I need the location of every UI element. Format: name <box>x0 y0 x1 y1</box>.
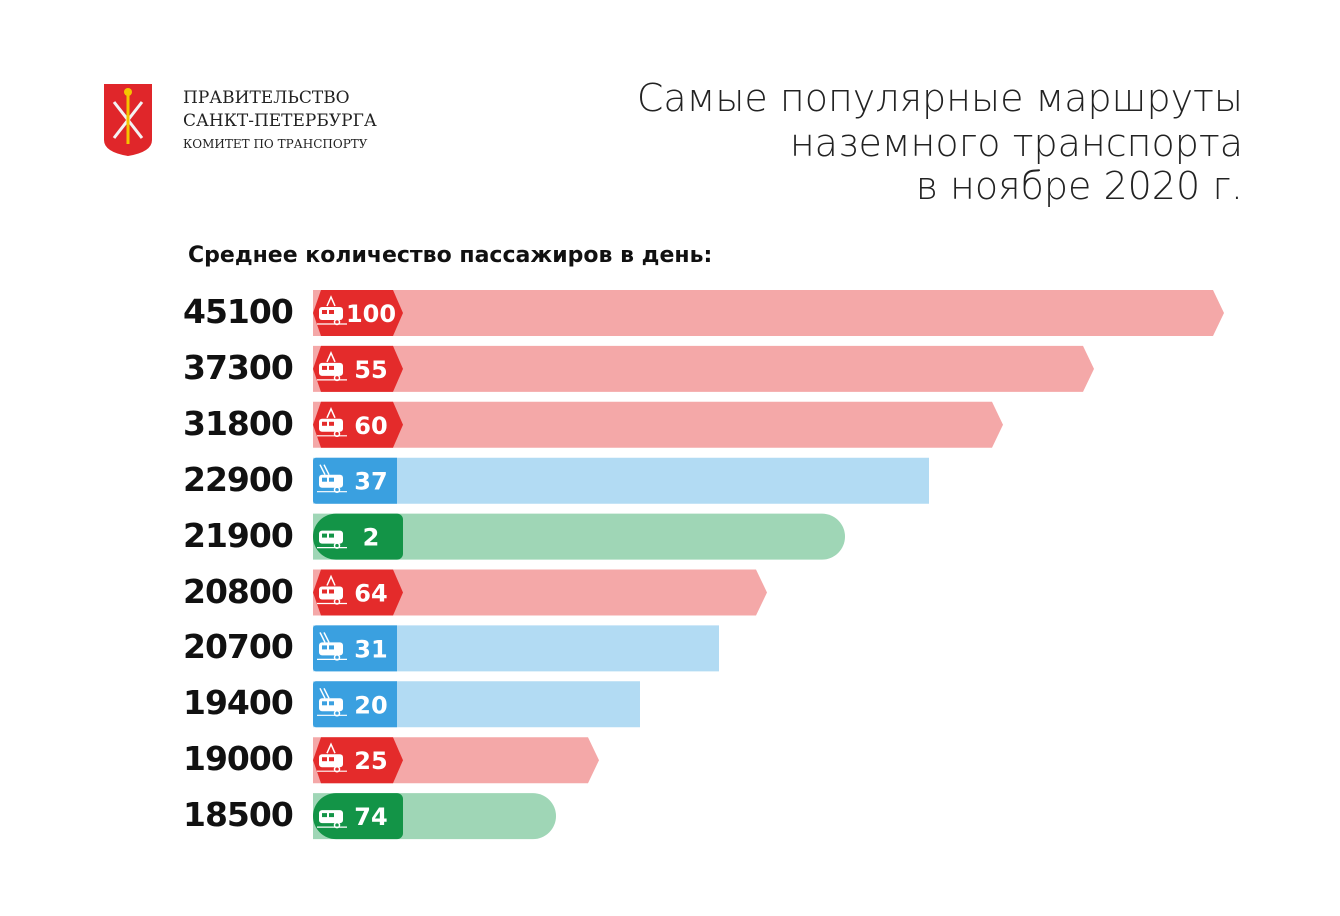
trolleybus-icon <box>317 464 347 493</box>
bar <box>313 457 929 504</box>
chart-subtitle: Среднее количество пассажиров в день: <box>188 243 713 268</box>
bar <box>313 401 1003 448</box>
org-committee: КОМИТЕТ ПО ТРАНСПОРТУ <box>183 137 368 151</box>
route-number: 64 <box>354 580 387 608</box>
route-number: 55 <box>354 356 387 384</box>
passenger-count: 21900 <box>183 515 294 555</box>
passenger-count: 37300 <box>183 347 294 387</box>
passenger-count: 31800 <box>183 403 294 443</box>
chart-title-line3: в ноябре 2020 г. <box>915 164 1243 208</box>
route-number: 60 <box>354 412 387 440</box>
tram-icon <box>317 574 347 605</box>
tram-icon <box>317 351 347 382</box>
tram-icon <box>317 295 347 326</box>
route-number: 2 <box>363 524 380 552</box>
route-number: 37 <box>354 468 387 496</box>
chart-title-line2: наземного транспорта <box>789 121 1243 165</box>
bar-row-55: 55 <box>313 345 1094 392</box>
passenger-count: 19000 <box>183 739 294 779</box>
bar <box>313 290 1224 336</box>
passenger-count: 19400 <box>183 683 294 723</box>
chart-title-line1: Самые популярные маршруты <box>636 76 1243 120</box>
passenger-count: 22900 <box>183 459 294 499</box>
bar-row-60: 60 <box>313 401 1003 448</box>
bar <box>313 513 846 560</box>
bar <box>313 345 1094 392</box>
route-number: 31 <box>354 635 387 663</box>
bar-row-37: 37 <box>313 457 929 504</box>
bar-row-25: 25 <box>313 737 599 784</box>
bar-row-64: 64 <box>313 569 767 616</box>
trolleybus-icon <box>317 687 347 717</box>
passenger-count: 45100 <box>183 292 294 331</box>
coat-of-arms-logo <box>104 84 152 156</box>
bar-row-74: 74 <box>313 793 556 840</box>
bus-icon <box>317 810 347 829</box>
passenger-count: 20700 <box>183 627 294 667</box>
tram-icon <box>317 742 347 773</box>
bus-icon <box>317 530 347 549</box>
bar <box>313 625 719 672</box>
route-number: 74 <box>354 803 387 831</box>
bar-row-31: 31 <box>313 625 719 672</box>
bar-row-20: 20 <box>313 681 640 728</box>
route-number: 100 <box>346 300 396 328</box>
org-name-line1: ПРАВИТЕЛЬСТВО <box>183 88 350 108</box>
route-number: 25 <box>354 747 387 775</box>
route-number: 20 <box>354 691 387 719</box>
tram-icon <box>317 406 347 438</box>
passenger-count: 18500 <box>183 795 294 835</box>
bar <box>313 569 767 616</box>
org-name-line2: САНКТ-ПЕТЕРБУРГА <box>183 111 377 131</box>
bar-row-100: 100 <box>313 290 1224 336</box>
passenger-count: 20800 <box>183 571 294 611</box>
bar-row-2: 2 <box>313 513 846 560</box>
trolleybus-icon <box>317 632 347 661</box>
